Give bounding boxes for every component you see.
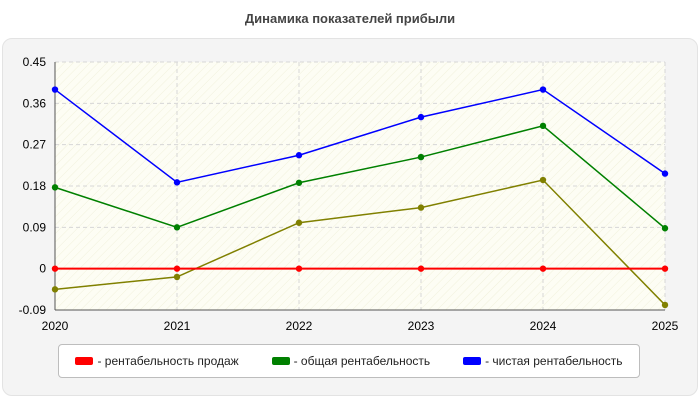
data-point [173, 265, 181, 272]
legend-item: - рентабельность продаж [75, 354, 239, 368]
data-point [417, 204, 425, 211]
legend-item: - чистая рентабельность [463, 354, 623, 368]
y-tick-label: 0.45 [23, 55, 47, 69]
y-tick-label: 0.18 [23, 179, 47, 193]
data-point [295, 265, 303, 272]
y-tick-label: 0.09 [23, 220, 47, 234]
x-tick-label: 2022 [286, 319, 313, 333]
y-tick-label: -0.09 [19, 303, 47, 317]
data-point [539, 176, 547, 184]
chart-title: Динамика показателей прибыли [244, 11, 456, 26]
data-point [661, 170, 669, 177]
data-point [173, 224, 181, 231]
x-tick-label: 2020 [42, 319, 69, 333]
data-point [661, 265, 669, 272]
y-tick-label: 0.27 [23, 138, 47, 152]
chart-legend: - рентабельность продаж - общая рентабель… [58, 344, 640, 378]
legend-swatch [463, 357, 482, 365]
data-point [661, 301, 669, 309]
legend-label: - общая рентабельность [293, 354, 431, 368]
data-point [51, 184, 59, 191]
data-point [173, 179, 181, 186]
data-point [295, 179, 303, 186]
legend-item: - общая рентабельность [271, 354, 431, 368]
x-tick-label: 2024 [530, 319, 557, 333]
data-point [295, 152, 303, 159]
legend-label: - рентабельность продаж [97, 354, 239, 368]
data-point [417, 113, 425, 121]
data-point [539, 122, 547, 130]
data-point [539, 86, 547, 93]
legend-label: - чистая рентабельность [485, 354, 623, 368]
data-point [51, 86, 59, 93]
data-point [295, 219, 303, 226]
data-point [417, 265, 425, 272]
series-line [54, 88, 666, 184]
y-tick-label: 0.36 [23, 96, 47, 110]
data-point [51, 286, 59, 293]
data-point [173, 273, 181, 281]
y-tick-label: 0 [39, 262, 46, 276]
data-point [417, 153, 425, 161]
data-point [51, 265, 59, 272]
legend-swatch [75, 357, 94, 365]
x-tick-label: 2025 [652, 319, 679, 333]
legend-swatch [271, 357, 290, 365]
data-point [539, 265, 547, 272]
x-tick-label: 2021 [164, 319, 191, 333]
x-tick-label: 2023 [408, 319, 435, 333]
series-line [54, 125, 666, 229]
series-line [54, 179, 666, 306]
data-point [661, 225, 669, 232]
